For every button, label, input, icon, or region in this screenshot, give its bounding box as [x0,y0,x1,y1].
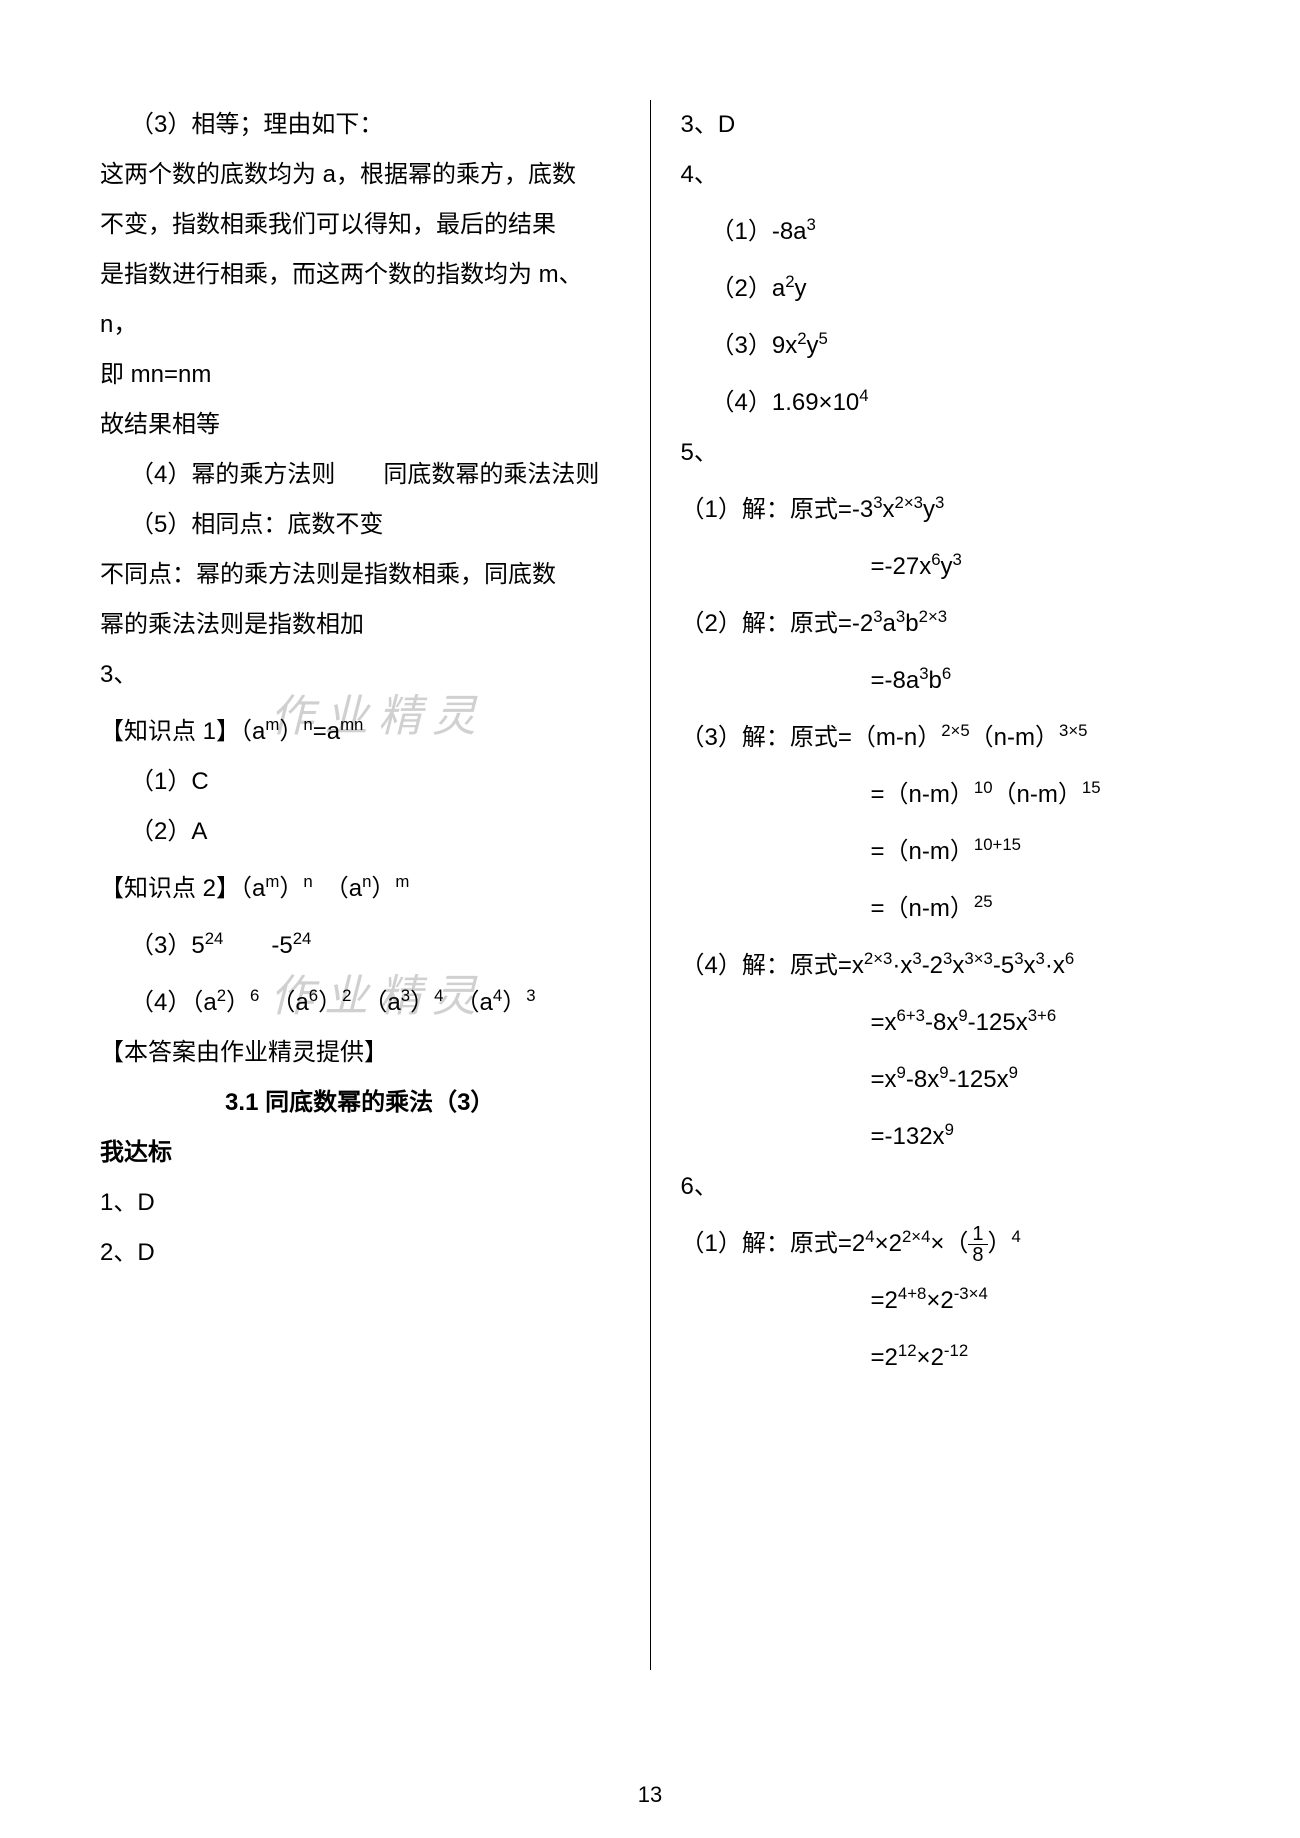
math-line: =（n-m）10（n-m）15 [681,763,1201,820]
text-line: （4）幂的乘方法则 同底数幂的乘法法则 [100,450,620,500]
math-line: （3）解：原式=（m-n）2×5（n-m）3×5 [681,706,1201,763]
text-line: n， [100,300,620,350]
right-column: 3、D 4、 （1）-8a3 （2）a2y （3）9x2y5 （4）1.69×1… [661,100,1221,1670]
math-line: （3）524 -524 [100,914,620,971]
page: （3）相等；理由如下： 这两个数的底数均为 a，根据幂的乘方，底数 不变，指数相… [0,0,1300,1730]
text-line: 2、D [100,1228,620,1278]
math-line: （1）解：原式=-33x2×3y3 [681,478,1201,535]
text-line: 3、 [100,650,620,700]
math-line: =（n-m）10+15 [681,820,1201,877]
math-line: =（n-m）25 [681,877,1201,934]
math-line: =x6+3-8x9-125x3+6 [681,991,1201,1048]
math-line: （2）a2y [681,257,1201,314]
text-line: （3）相等；理由如下： [100,100,620,150]
text-line: 幂的乘法法则是指数相加 [100,600,620,650]
math-line: =24+8×2-3×4 [681,1269,1201,1326]
text-line: 3、D [681,100,1201,150]
text-line: 故结果相等 [100,400,620,450]
math-line: （4）（a2）6 （a6）2 （a3）4 （a4）3 [100,971,620,1028]
math-line: （1）解：原式=24×22×4×（18）4 [681,1212,1201,1269]
text-line: 不变，指数相乘我们可以得知，最后的结果 [100,200,620,250]
fraction: 18 [968,1224,987,1265]
text-line: 【本答案由作业精灵提供】 [100,1028,620,1078]
section-title: 3.1 同底数幂的乘法（3） [100,1078,620,1128]
math-line: =x9-8x9-125x9 [681,1048,1201,1105]
math-line: （1）-8a3 [681,200,1201,257]
math-line: 【知识点 1】（am）n=amn [100,700,620,757]
page-number: 13 [0,1782,1300,1808]
math-line: 【知识点 2】（am）n （an）m [100,857,620,914]
math-line: =212×2-12 [681,1326,1201,1383]
text-line: 这两个数的底数均为 a，根据幂的乘方，底数 [100,150,620,200]
math-line: （4）解：原式=x2×3·x3-23x3×3-53x3·x6 [681,934,1201,991]
text-line: 4、 [681,150,1201,200]
text-line: （1）C [100,757,620,807]
text-line: 1、D [100,1178,620,1228]
column-divider [650,100,651,1670]
text-line: 6、 [681,1162,1201,1212]
text-line: 不同点：幂的乘方法则是指数相乘，同底数 [100,550,620,600]
text-line: 即 mn=nm [100,350,620,400]
text-line: 5、 [681,428,1201,478]
text-line: 是指数进行相乘，而这两个数的指数均为 m、 [100,250,620,300]
math-line: =-27x6y3 [681,535,1201,592]
math-line: （4）1.69×104 [681,371,1201,428]
math-line: =-132x9 [681,1105,1201,1162]
math-line: =-8a3b6 [681,649,1201,706]
section-label: 我达标 [100,1128,620,1178]
left-column: （3）相等；理由如下： 这两个数的底数均为 a，根据幂的乘方，底数 不变，指数相… [80,100,640,1670]
text-line: （5）相同点：底数不变 [100,500,620,550]
math-line: （2）解：原式=-23a3b2×3 [681,592,1201,649]
math-line: （3）9x2y5 [681,314,1201,371]
text-line: （2）A [100,807,620,857]
